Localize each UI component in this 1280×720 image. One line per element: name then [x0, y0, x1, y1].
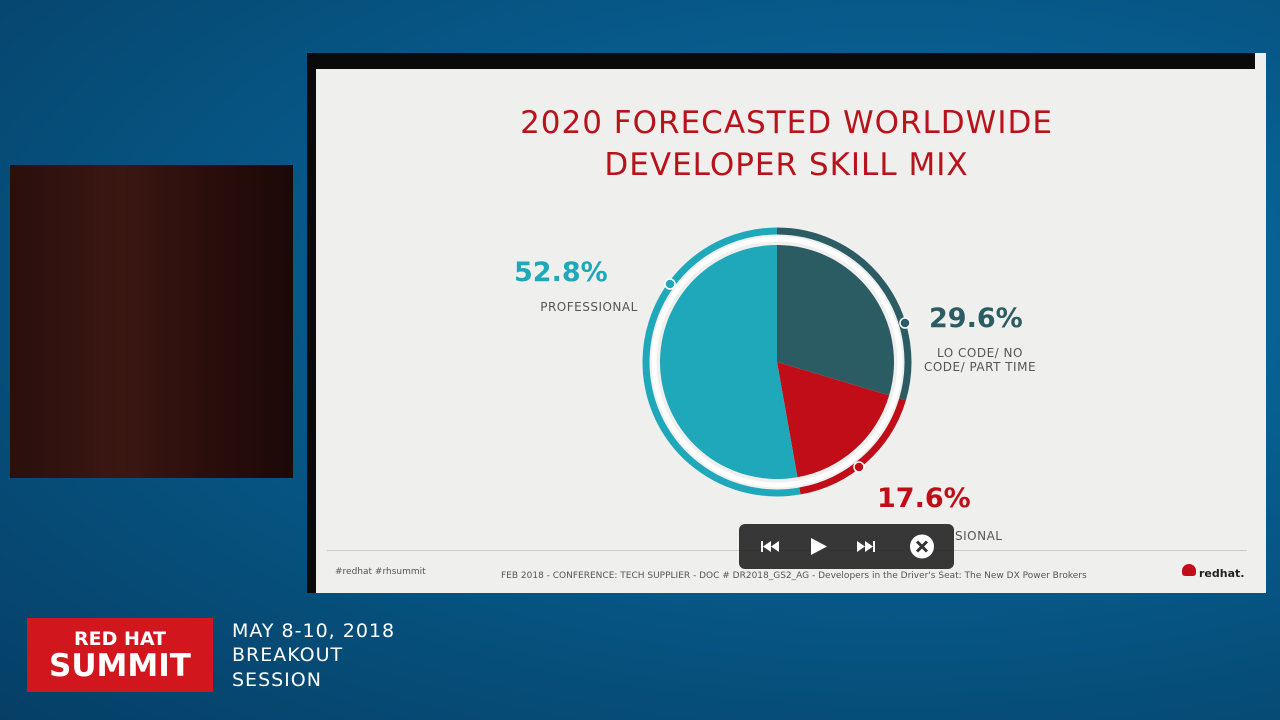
slide-left-edge [307, 53, 316, 593]
value-label: 29.6% [929, 303, 1023, 334]
slide-title: 2020 FORECASTED WORLDWIDE [520, 105, 1053, 141]
pie-slice [659, 245, 798, 479]
ring-arc [799, 398, 906, 495]
summit-logo: RED HAT SUMMIT [27, 618, 213, 692]
pie-slice [777, 245, 895, 396]
event-date: MAY 8-10, 2018 [232, 620, 396, 642]
player-controls [739, 524, 954, 569]
slide: 2020 FORECASTED WORLDWIDE DEVELOPER SKIL… [307, 53, 1266, 593]
value-label: 52.8% [514, 257, 608, 288]
next-button[interactable] [857, 541, 875, 552]
ring-arc [776, 227, 912, 401]
play-button[interactable] [811, 538, 827, 555]
value-label: 17.6% [877, 483, 971, 514]
source-note: FEB 2018 - CONFERENCE: TECH SUPPLIER - D… [501, 571, 1087, 581]
slide-top-bar [307, 53, 1255, 69]
pie-chart [642, 227, 912, 497]
pie-slice [777, 362, 890, 478]
category-label: PROFESSIONAL [540, 300, 638, 314]
logo-bottom: SUMMIT [49, 648, 191, 684]
previous-button[interactable] [761, 541, 779, 552]
close-icon [915, 540, 929, 553]
ring-dot [899, 317, 911, 329]
category-label: SIONAL [955, 529, 1003, 543]
slide-title: DEVELOPER SKILL MIX [604, 147, 969, 183]
ring-arc [642, 227, 801, 497]
ring-dot [664, 278, 676, 290]
ring-dot [853, 461, 865, 473]
presenter-video [10, 165, 293, 478]
ring-gap [651, 236, 903, 488]
event-line: SESSION [232, 669, 322, 691]
player-icons [761, 534, 934, 559]
event-line: BREAKOUT [232, 644, 344, 666]
category-label: LO CODE/ NO CODE/ PART TIME [923, 346, 1037, 374]
hashtags: #redhat #rhsummit [335, 567, 426, 577]
brand: redhat. [1199, 567, 1245, 580]
logo-top: RED HAT [73, 628, 167, 650]
brand-icon [1182, 564, 1196, 576]
